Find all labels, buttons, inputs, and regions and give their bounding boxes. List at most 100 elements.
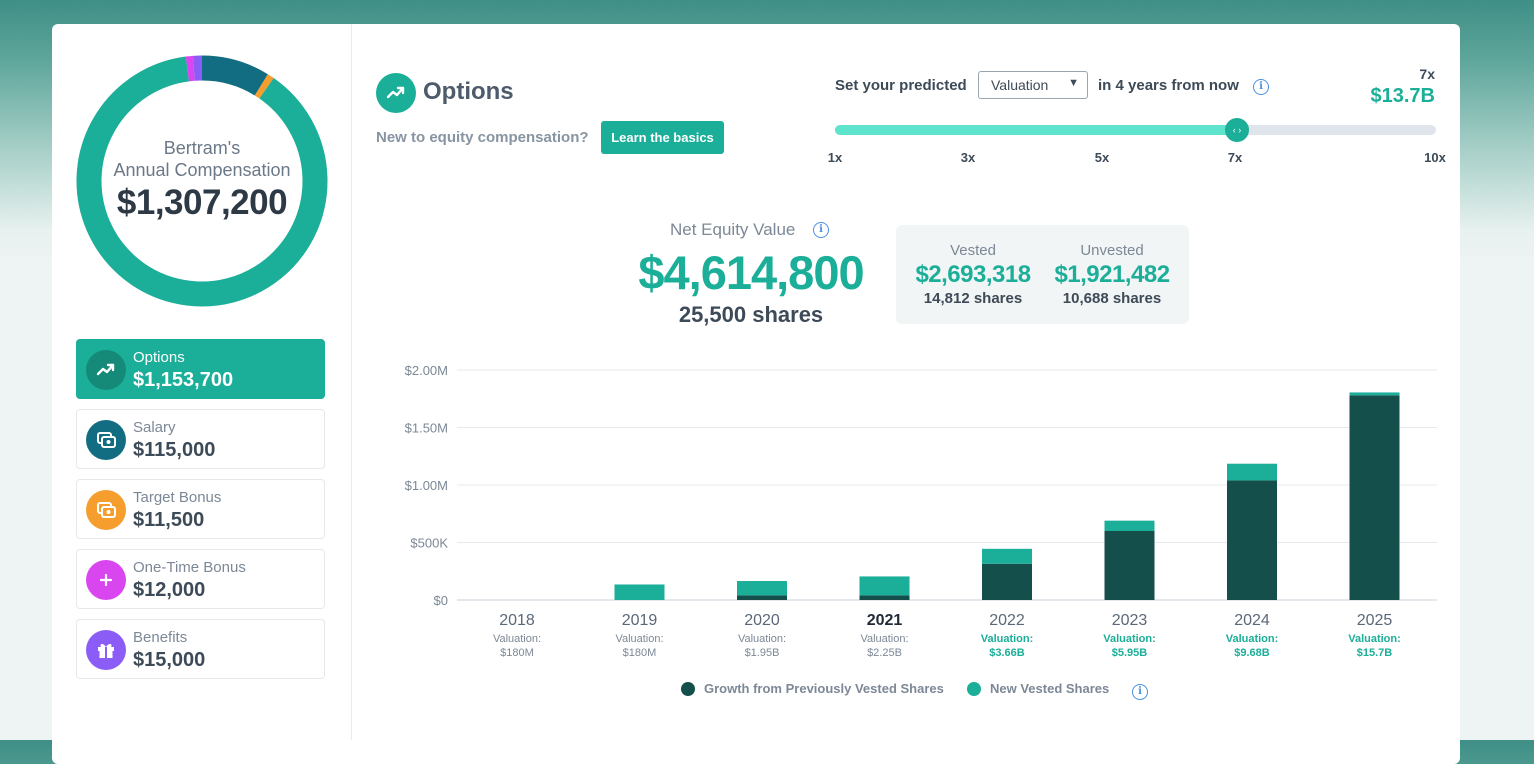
valuation-caption: Valuation: [981, 633, 1034, 645]
new-vested-bar[interactable] [1105, 521, 1155, 531]
x-tick-label: 2025 [1357, 612, 1393, 629]
x-tick-label: 2020 [744, 612, 780, 629]
sidebar-item-label: Options [133, 349, 185, 366]
y-tick-label: $500K [410, 536, 448, 551]
growth-bar[interactable] [737, 595, 787, 600]
sidebar-item-value: $1,153,700 [133, 369, 233, 392]
plus-icon [86, 560, 126, 600]
x-tick-label: 2018 [499, 612, 535, 629]
info-icon[interactable]: i [813, 222, 829, 238]
valuation-label: $1.95B [745, 647, 780, 659]
sidebar-item-value: $15,000 [133, 649, 205, 672]
cash-icon [86, 420, 126, 460]
legend-item: Growth from Previously Vested Shares [681, 681, 944, 696]
new-vested-bar[interactable] [1350, 392, 1400, 395]
sidebar-item-label: One-Time Bonus [133, 559, 246, 576]
new-vested-bar[interactable] [1227, 464, 1277, 481]
net-equity-shares: 25,500 shares [620, 302, 882, 328]
slider-tick-label: 5x [1095, 150, 1109, 165]
metric-select-value: Valuation [991, 77, 1048, 93]
growth-bar[interactable] [1350, 395, 1400, 600]
legend-swatch [967, 682, 981, 696]
equity-bar-chart: $0$500K$1.00M$1.50M$2.00M2018Valuation:$… [382, 354, 1442, 664]
growth-bar[interactable] [860, 595, 910, 600]
summary-panel: Bertram's Annual Compensation $1,307,200… [52, 24, 352, 740]
multiplier-slider-track[interactable] [835, 125, 1436, 135]
x-tick-label: 2024 [1234, 612, 1270, 629]
x-tick-label: 2019 [622, 612, 658, 629]
slider-tick-label: 1x [828, 150, 842, 165]
legend-item: New Vested Shares [967, 681, 1109, 696]
trending-up-icon [376, 73, 416, 113]
sidebar-item-salary[interactable]: Salary $115,000 [76, 409, 325, 469]
learn-the-basics-button[interactable]: Learn the basics [601, 121, 724, 154]
new-vested-bar[interactable] [737, 581, 787, 595]
info-icon[interactable]: i [1253, 79, 1269, 95]
projected-valuation: $13.7B [1352, 85, 1435, 108]
valuation-caption: Valuation: [1103, 633, 1156, 645]
legend-swatch [681, 682, 695, 696]
multiplier-slider-fill [835, 125, 1236, 135]
slider-tick-label: 3x [961, 150, 975, 165]
new-vested-bar[interactable] [615, 584, 665, 600]
vested-label: Vested [900, 242, 1046, 259]
metric-select[interactable]: Valuation ▼ [978, 71, 1088, 99]
y-tick-label: $1.50M [405, 421, 448, 436]
y-tick-label: $1.00M [405, 478, 448, 493]
valuation-label: $5.95B [1112, 647, 1148, 659]
vesting-breakdown: Vested $2,693,318 14,812 shares Unvested… [896, 225, 1189, 324]
valuation-caption: Valuation: [493, 633, 541, 645]
unvested-column: Unvested $1,921,482 10,688 shares [1039, 225, 1185, 307]
legend-label: Growth from Previously Vested Shares [704, 681, 944, 696]
valuation-caption: Valuation: [615, 633, 663, 645]
x-tick-label: 2022 [989, 612, 1025, 629]
legend-label: New Vested Shares [990, 681, 1109, 696]
x-tick-label: 2023 [1112, 612, 1148, 629]
vested-value: $2,693,318 [900, 261, 1046, 289]
sidebar-item-benefits[interactable]: Benefits $15,000 [76, 619, 325, 679]
valuation-label: $15.7B [1357, 647, 1393, 659]
sidebar-item-value: $115,000 [133, 439, 215, 462]
sidebar-item-value: $12,000 [133, 579, 205, 602]
slider-tick-label: 10x [1424, 150, 1446, 165]
multiplier-slider-handle[interactable]: ‹ › [1225, 118, 1249, 142]
sidebar-item-one-time-bonus[interactable]: One-Time Bonus $12,000 [76, 549, 325, 609]
x-tick-label: 2021 [867, 612, 903, 629]
new-to-equity-text: New to equity compensation? [376, 129, 589, 146]
compensation-card: Bertram's Annual Compensation $1,307,200… [52, 24, 1460, 764]
sidebar-item-target-bonus[interactable]: Target Bonus $11,500 [76, 479, 325, 539]
valuation-label: $2.25B [867, 647, 902, 659]
sidebar-item-label: Salary [133, 419, 176, 436]
new-vested-bar[interactable] [982, 549, 1032, 564]
vested-shares: 14,812 shares [900, 290, 1046, 307]
growth-bar[interactable] [982, 564, 1032, 600]
predictor-suffix: in 4 years from now [1098, 77, 1239, 94]
info-icon[interactable]: i [1132, 684, 1148, 700]
gift-icon [86, 630, 126, 670]
total-compensation: $1,307,200 [76, 183, 328, 223]
sidebar-item-label: Benefits [133, 629, 187, 646]
unvested-shares: 10,688 shares [1039, 290, 1185, 307]
slider-tick-label: 7x [1228, 150, 1242, 165]
sidebar-item-value: $11,500 [133, 509, 204, 532]
sidebar-item-options[interactable]: Options $1,153,700 [76, 339, 325, 399]
valuation-label: $3.66B [989, 647, 1025, 659]
unvested-value: $1,921,482 [1039, 261, 1185, 289]
valuation-caption: Valuation: [1348, 633, 1401, 645]
new-vested-bar[interactable] [860, 576, 910, 595]
chevron-down-icon: ▼ [1068, 77, 1079, 89]
valuation-caption: Valuation: [1226, 633, 1279, 645]
vested-column: Vested $2,693,318 14,812 shares [900, 225, 1046, 307]
valuation-caption: Valuation: [738, 633, 786, 645]
valuation-label: $9.68B [1234, 647, 1270, 659]
y-tick-label: $0 [434, 593, 448, 608]
growth-bar[interactable] [1105, 531, 1155, 600]
predictor-prefix: Set your predicted [835, 77, 967, 94]
valuation-caption: Valuation: [860, 633, 908, 645]
cash-icon [86, 490, 126, 530]
net-equity-value: $4,614,800 [620, 245, 882, 300]
donut-subtitle: Annual Compensation [76, 160, 328, 181]
page-title: Options [423, 78, 514, 106]
growth-bar[interactable] [1227, 480, 1277, 600]
multiplier-value: 7x [1397, 66, 1435, 82]
